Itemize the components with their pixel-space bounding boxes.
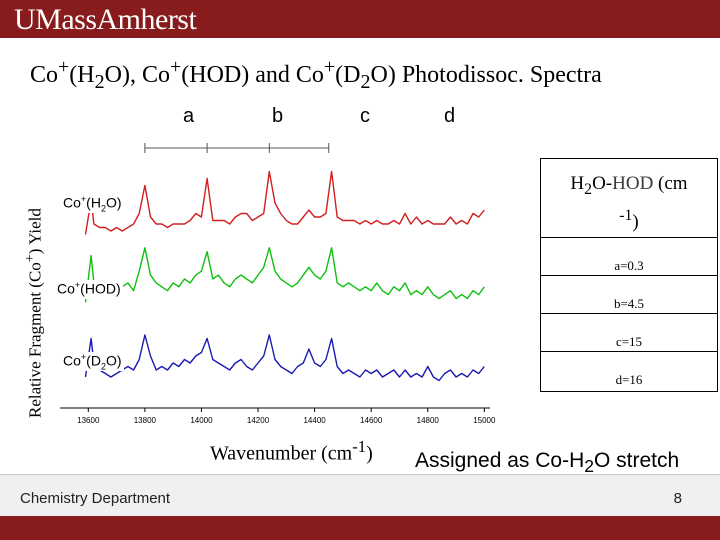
y-label-sup: + — [22, 254, 38, 263]
peak-label-a: a — [183, 105, 195, 127]
peak-label-b: b — [272, 105, 284, 127]
series-label-part: Co — [63, 194, 81, 211]
legend-heading: H2O-HOD (cm -1) — [541, 171, 717, 235]
peak-assignment-box: H2O-HOD (cm -1) a=0.3 b=4.5 c=15 d=16 — [540, 158, 718, 392]
x-tick-label: 13800 — [134, 416, 157, 425]
peak-range-ticks — [144, 143, 330, 153]
assigned-sub: 2 — [584, 456, 594, 477]
title-sub: 2 — [94, 70, 105, 93]
legend-sup: -1 — [619, 206, 633, 224]
series-label-sup: + — [80, 194, 87, 204]
title-part: (H — [69, 62, 95, 88]
legend-part: ) — [632, 211, 639, 233]
assignment-note: Assigned as Co-H2O stretch — [415, 449, 679, 477]
series-label-h2o: Co+(H2O) — [61, 194, 124, 214]
y-label-part: Relative Fragment (Co — [25, 262, 45, 418]
x-tick-label: 14800 — [417, 416, 440, 425]
series-label-sup: + — [74, 280, 81, 290]
series-label-hod: Co+(HOD) — [55, 280, 123, 300]
legend-row-b: b=4.5 — [541, 275, 717, 314]
title-part: O) Photodissoc. Spectra — [370, 62, 602, 88]
title-sup: + — [323, 56, 336, 78]
series-label-part: (HOD) — [80, 280, 121, 297]
x-tick-label: 14400 — [303, 416, 326, 425]
x-tick-label: 14200 — [247, 416, 270, 425]
peak-label-c: c — [360, 105, 370, 127]
legend-part: (cm — [653, 173, 688, 194]
series-label-part: Co — [63, 352, 81, 369]
assigned-part: O stretch — [593, 449, 680, 472]
y-label-part: ) Yield — [25, 208, 45, 255]
x-tick-label: 13600 — [77, 416, 100, 425]
legend-value: c=15 — [615, 334, 643, 349]
legend-part: H — [570, 173, 585, 194]
legend-hod: HOD — [612, 173, 654, 194]
title-sup: + — [58, 56, 70, 78]
department-name: Chemistry Department — [20, 490, 171, 507]
title-part: (D — [335, 62, 361, 88]
series-label-sub: 2 — [100, 361, 106, 372]
x-axis-ticks: 13600 13800 14000 14200 14400 14600 14800 15000 — [77, 408, 496, 425]
legend-row-d: d=16 — [541, 351, 717, 390]
peak-label-d: d — [444, 105, 456, 127]
series-line-2 — [84, 334, 485, 382]
series-group — [84, 170, 485, 382]
slide-title: Co+(H2O), Co+(HOD) and Co+(D2O) Photodis… — [30, 56, 602, 94]
series-label-part: O) — [105, 352, 122, 369]
x-label-part: Wavenumber (cm — [210, 442, 353, 465]
x-tick-label: 15000 — [473, 416, 496, 425]
x-tick-label: 14000 — [190, 416, 213, 425]
legend-value: a=0.3 — [614, 258, 644, 273]
header-bar: UMassAmherst — [0, 0, 720, 38]
legend-part: O- — [592, 173, 613, 194]
series-label-sub: 2 — [100, 203, 106, 214]
title-part: Co — [30, 62, 59, 88]
page-number: 8 — [673, 490, 682, 507]
assigned-part: Assigned as Co-H — [415, 449, 585, 472]
series-line-1 — [84, 247, 485, 303]
legend-row-c: c=15 — [541, 313, 717, 352]
series-label-part: O) — [105, 194, 122, 211]
series-label-d2o: Co+(D2O) — [61, 352, 124, 372]
x-label-part: ) — [366, 442, 373, 465]
legend-row-a: a=0.3 — [541, 237, 717, 276]
series-label-part: Co — [57, 280, 75, 297]
legend-value: b=4.5 — [613, 296, 645, 311]
title-part: O), Co — [104, 62, 170, 88]
series-label-sup: + — [80, 352, 87, 362]
x-axis-label: Wavenumber (cm-1) — [210, 437, 373, 466]
title-sub: 2 — [360, 70, 371, 93]
x-tick-label: 14600 — [360, 416, 383, 425]
legend-sub: 2 — [584, 180, 593, 198]
x-label-sup: -1 — [352, 437, 367, 456]
title-part: (HOD) and Co — [181, 62, 324, 88]
series-label-part: (H — [86, 194, 101, 211]
bottom-bar — [0, 516, 720, 540]
university-logo: UMassAmherst — [14, 3, 197, 36]
series-line-0 — [84, 170, 485, 235]
legend-value: d=16 — [615, 372, 643, 387]
series-label-part: (D — [86, 352, 101, 369]
title-sup: + — [169, 56, 182, 78]
spectrum-chart: 13600 13800 14000 14200 14400 14600 14800 15000 — [60, 143, 496, 425]
y-axis-label: Relative Fragment (Co+) Yield — [22, 208, 46, 418]
